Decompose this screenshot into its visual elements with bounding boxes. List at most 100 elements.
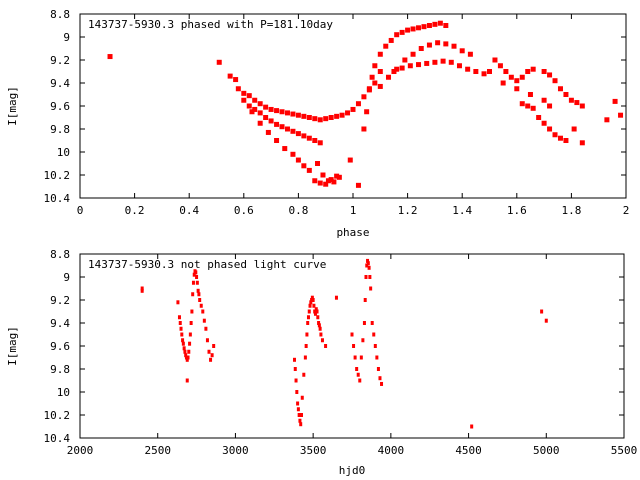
- x-tick-label: 0.2: [125, 204, 145, 217]
- data-point: [424, 60, 430, 66]
- data-point: [249, 109, 255, 115]
- data-point: [311, 298, 315, 302]
- data-point: [323, 116, 329, 122]
- data-point: [350, 332, 354, 337]
- data-point: [197, 292, 201, 297]
- x-tick-label: 2500: [144, 444, 171, 457]
- data-point: [140, 286, 144, 291]
- data-point: [345, 110, 351, 116]
- data-point: [443, 23, 449, 28]
- x-tick-label: 0.4: [179, 204, 199, 217]
- y-axis-label: I[mag]: [6, 86, 19, 126]
- data-point: [353, 355, 357, 360]
- data-point: [301, 113, 307, 119]
- data-point: [316, 315, 320, 320]
- data-point: [514, 86, 520, 92]
- data-point: [209, 357, 213, 362]
- data-point: [294, 378, 298, 383]
- data-point: [364, 109, 370, 115]
- data-point: [187, 349, 191, 354]
- data-point: [279, 124, 285, 130]
- data-point: [336, 174, 342, 180]
- data-point: [432, 59, 438, 65]
- data-point: [530, 105, 536, 111]
- data-point: [314, 307, 318, 312]
- data-point: [465, 66, 471, 72]
- data-point: [456, 63, 462, 69]
- data-point: [407, 63, 413, 69]
- data-point: [306, 315, 310, 320]
- x-tick-label: 4500: [455, 444, 482, 457]
- data-point: [274, 138, 280, 143]
- data-point: [307, 309, 311, 314]
- data-point: [252, 106, 258, 112]
- data-point: [263, 104, 269, 110]
- y-tick-label: 9.6: [50, 100, 70, 113]
- data-point: [304, 344, 308, 348]
- data-point: [246, 103, 252, 109]
- x-tick-label: 0: [77, 204, 84, 217]
- data-point: [196, 288, 200, 293]
- data-point: [334, 173, 340, 179]
- data-point: [514, 78, 520, 84]
- data-point: [324, 344, 328, 348]
- data-point: [177, 315, 181, 320]
- data-point: [233, 77, 239, 83]
- data-point: [306, 167, 312, 173]
- data-point: [241, 90, 247, 96]
- data-point: [300, 395, 304, 400]
- data-point: [290, 111, 296, 117]
- data-point: [312, 303, 316, 308]
- data-point: [328, 177, 334, 183]
- y-tick-label: 10.4: [44, 432, 71, 445]
- data-point: [418, 46, 424, 51]
- data-point: [296, 407, 300, 412]
- data-point: [306, 135, 312, 141]
- data-point: [358, 378, 362, 383]
- data-point: [246, 93, 252, 99]
- data-point: [312, 116, 318, 122]
- data-point: [297, 413, 301, 417]
- data-point: [557, 86, 563, 92]
- data-point: [547, 103, 553, 109]
- data-point: [180, 332, 184, 337]
- data-point: [317, 117, 323, 123]
- data-point: [313, 309, 317, 314]
- data-point: [198, 298, 202, 302]
- data-point: [574, 100, 580, 106]
- data-point: [541, 97, 547, 103]
- data-point: [525, 103, 531, 109]
- data-point: [301, 163, 307, 169]
- data-point: [202, 318, 206, 323]
- y-tick-label: 9.2: [50, 294, 70, 307]
- data-point: [296, 401, 300, 406]
- y-axis-label: I[mag]: [6, 326, 19, 366]
- data-point: [306, 321, 310, 325]
- data-point: [355, 182, 361, 188]
- data-point: [365, 263, 369, 268]
- data-point: [241, 97, 247, 103]
- data-point: [536, 115, 542, 120]
- data-point: [191, 280, 195, 285]
- x-tick-label: 1.2: [398, 204, 418, 217]
- data-point: [541, 69, 547, 74]
- data-point: [319, 332, 323, 337]
- data-point: [557, 135, 563, 141]
- data-point: [183, 349, 187, 354]
- data-point: [369, 286, 373, 291]
- data-point: [279, 109, 285, 115]
- data-point: [295, 112, 301, 118]
- data-point: [527, 92, 533, 97]
- data-point: [274, 108, 280, 114]
- data-point: [380, 381, 384, 386]
- data-point: [323, 181, 329, 187]
- data-point: [295, 131, 301, 137]
- data-point: [178, 321, 182, 325]
- data-point: [204, 326, 208, 331]
- data-point: [301, 133, 307, 139]
- data-point: [274, 121, 280, 127]
- data-point: [308, 303, 312, 308]
- y-tick-label: 9.4: [50, 77, 70, 90]
- data-point: [292, 357, 296, 362]
- data-point: [368, 275, 372, 279]
